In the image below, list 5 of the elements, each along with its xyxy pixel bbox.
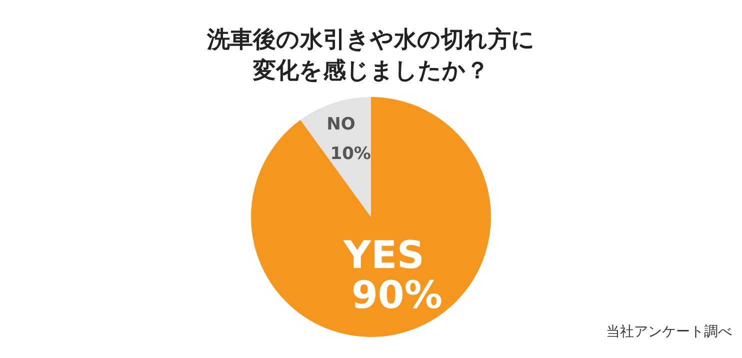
chart-title: 洗車後の水引きや水の切れ方に変化を感じましたか？ bbox=[206, 26, 535, 84]
pie-slice bbox=[251, 97, 491, 337]
slice-label: NO bbox=[326, 114, 356, 135]
data-label: 10% bbox=[330, 144, 371, 164]
text: 当社アンケート調べ bbox=[606, 324, 732, 340]
